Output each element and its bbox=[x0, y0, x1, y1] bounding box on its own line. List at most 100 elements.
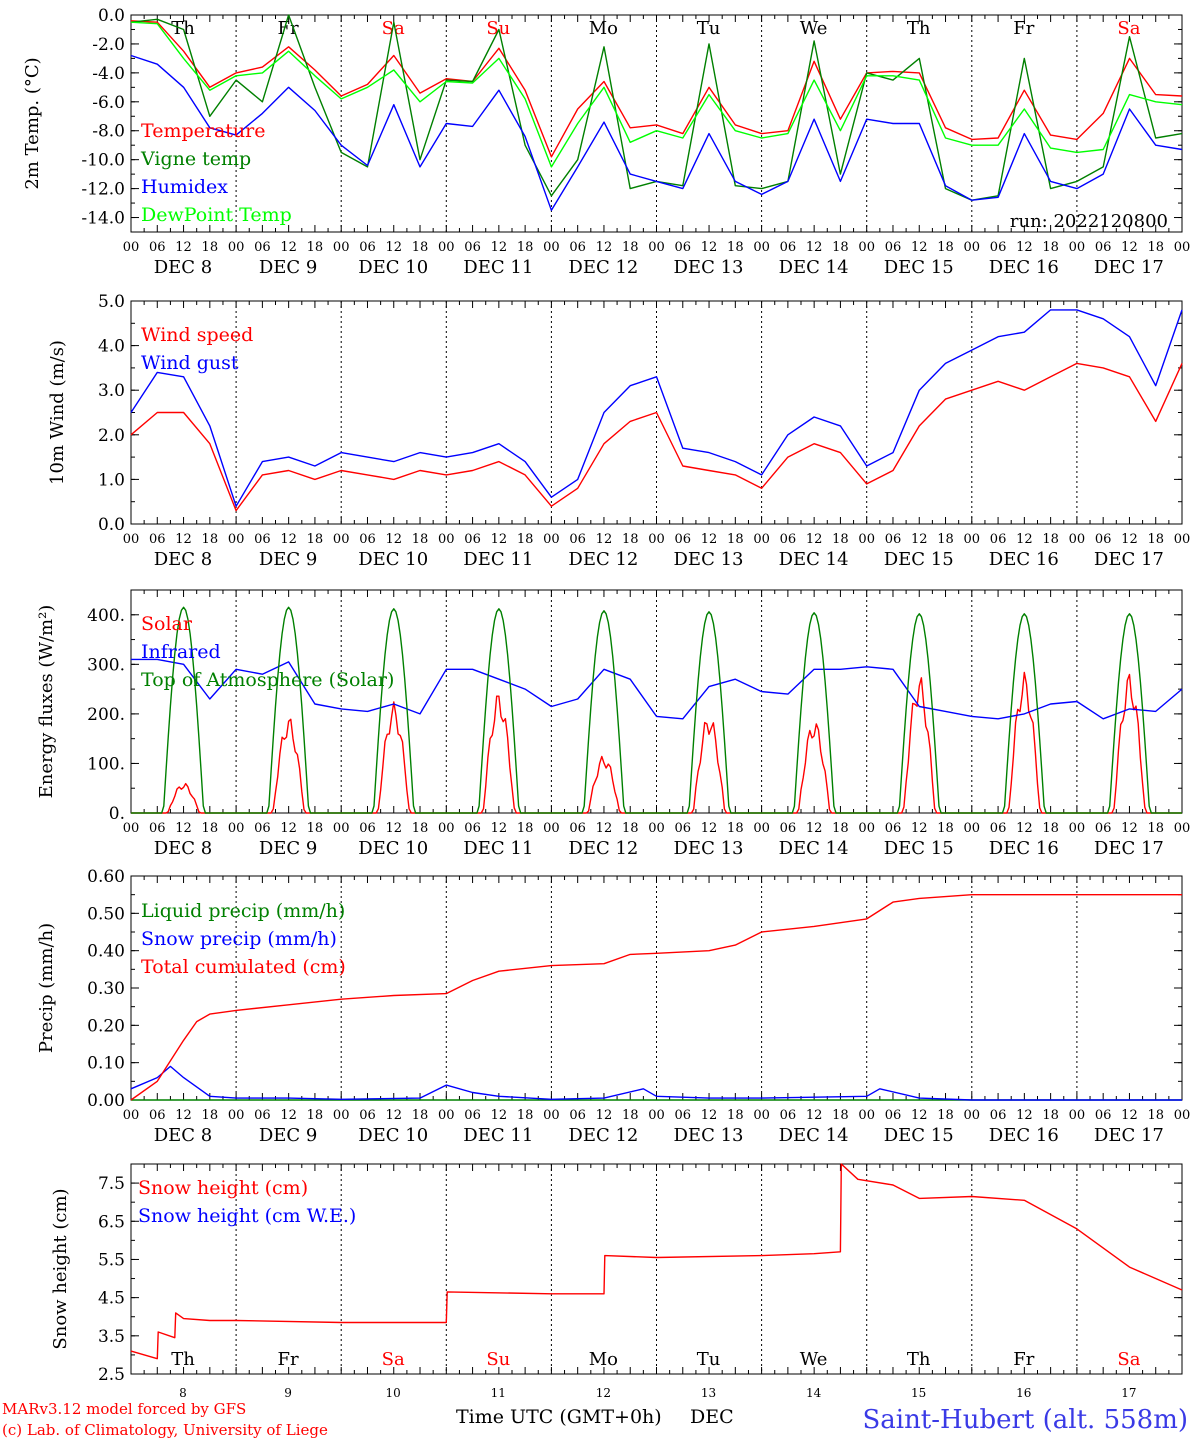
date-label: DEC 15 bbox=[884, 1125, 954, 1146]
hour-label: 06 bbox=[254, 1108, 271, 1123]
panel-5: 2.5 3.5 4.5 5.5 6.5 7.5 Snow height (cm) Th Fr Sa… bbox=[50, 1163, 1183, 1385]
date-label: DEC 14 bbox=[779, 838, 849, 859]
series-group bbox=[130, 14, 1183, 212]
date-label: DEC 14 bbox=[779, 257, 849, 278]
hour-label: 06 bbox=[990, 821, 1007, 836]
hour-label: 00 bbox=[543, 532, 560, 547]
date-label: DEC 16 bbox=[989, 257, 1059, 278]
hour-label: 00 bbox=[858, 532, 875, 547]
hour-label: 18 bbox=[937, 1108, 954, 1123]
y-tick-label: 2.0 bbox=[98, 426, 125, 446]
hour-label: 06 bbox=[149, 821, 166, 836]
series-line-4 bbox=[130, 21, 1183, 168]
hour-label: 06 bbox=[254, 532, 271, 547]
y-tick-label: 200. bbox=[87, 705, 125, 725]
hour-label: 18 bbox=[307, 532, 324, 547]
hour-label: 18 bbox=[517, 1108, 534, 1123]
hour-label: 00 bbox=[123, 532, 140, 547]
hour-label: 06 bbox=[990, 1108, 1007, 1123]
panel-2: 0.0 1.0 2.0 3.0 4.0 5.0 10m Wind (m/s) 00 06 12 18… bbox=[47, 292, 1190, 570]
weekday-label: Th bbox=[907, 18, 931, 39]
hour-label: 06 bbox=[464, 1108, 481, 1123]
series-line-1 bbox=[130, 1163, 1183, 1360]
hour-label: 00 bbox=[1174, 240, 1191, 255]
hour-label: 12 bbox=[596, 240, 613, 255]
hour-label: 06 bbox=[780, 1108, 797, 1123]
weekday-label: Sa bbox=[1117, 18, 1140, 39]
hour-label: 00 bbox=[228, 240, 245, 255]
hour-label: 18 bbox=[622, 532, 639, 547]
date-label: DEC 10 bbox=[358, 1125, 428, 1146]
hour-label: 06 bbox=[464, 532, 481, 547]
date-label: DEC 16 bbox=[989, 549, 1059, 570]
date-label: DEC 9 bbox=[259, 838, 318, 859]
hour-label: 00 bbox=[123, 1108, 140, 1123]
y-tick-label: -8.0 bbox=[92, 122, 125, 142]
date-label: DEC 9 bbox=[259, 257, 318, 278]
hour-label: 12 bbox=[806, 532, 823, 547]
hour-label: 00 bbox=[858, 240, 875, 255]
y-tick-label: 6.5 bbox=[98, 1212, 125, 1232]
y-tick-label: 2.5 bbox=[98, 1365, 125, 1385]
hour-label: 18 bbox=[727, 1108, 744, 1123]
date-label: DEC 10 bbox=[358, 257, 428, 278]
hour-label: 00 bbox=[1174, 821, 1191, 836]
date-label: DEC 14 bbox=[779, 549, 849, 570]
date-label: DEC 17 bbox=[1094, 549, 1164, 570]
y-tick-label: 0.0 bbox=[98, 515, 125, 535]
hour-label: 12 bbox=[280, 532, 297, 547]
hour-label: 00 bbox=[333, 821, 350, 836]
hour-label: 12 bbox=[1016, 532, 1033, 547]
hour-label: 00 bbox=[1174, 532, 1191, 547]
hour-label: 12 bbox=[806, 821, 823, 836]
hour-label: 12 bbox=[491, 1108, 508, 1123]
hour-label: 12 bbox=[1121, 1108, 1138, 1123]
weekday-label: Tu bbox=[697, 18, 721, 39]
weekday-label: We bbox=[800, 18, 828, 39]
credit-line-2: (c) Lab. of Climatology, University of L… bbox=[2, 1421, 328, 1439]
date-label: DEC 8 bbox=[154, 838, 213, 859]
hour-label: 12 bbox=[806, 240, 823, 255]
hour-label: 12 bbox=[1121, 532, 1138, 547]
legend-entry: Top of Atmosphere (Solar) bbox=[141, 669, 394, 691]
hour-label: 06 bbox=[359, 1108, 376, 1123]
y-tick-label: 0.00 bbox=[87, 1091, 125, 1111]
hour-label: 00 bbox=[228, 821, 245, 836]
hour-label: 00 bbox=[753, 1108, 770, 1123]
hour-label: 12 bbox=[175, 240, 192, 255]
weekday-label: Th bbox=[907, 1349, 931, 1370]
hour-label: 06 bbox=[990, 532, 1007, 547]
legend-entry: Vigne temp bbox=[140, 148, 251, 170]
day-number: 12 bbox=[596, 1386, 611, 1400]
hour-label: 00 bbox=[753, 821, 770, 836]
y-axis-label: Precip (mm/h) bbox=[36, 923, 57, 1053]
hour-label: 00 bbox=[438, 1108, 455, 1123]
hour-label: 12 bbox=[701, 240, 718, 255]
y-tick-label: -10.0 bbox=[81, 151, 125, 171]
hour-label: 18 bbox=[727, 532, 744, 547]
hour-label: 18 bbox=[1147, 1108, 1164, 1123]
hour-label: 06 bbox=[464, 821, 481, 836]
date-label: DEC 11 bbox=[463, 1125, 533, 1146]
legend-entry: Wind gust bbox=[141, 352, 239, 374]
date-label: DEC 13 bbox=[674, 1125, 744, 1146]
hour-label: 12 bbox=[491, 240, 508, 255]
hour-label: 12 bbox=[491, 532, 508, 547]
y-tick-label: 3.0 bbox=[98, 381, 125, 401]
y-tick-label: 0.40 bbox=[87, 942, 125, 962]
hour-label: 06 bbox=[359, 532, 376, 547]
hour-label: 12 bbox=[385, 240, 402, 255]
hour-label: 00 bbox=[964, 1108, 981, 1123]
series-group bbox=[130, 894, 1182, 1101]
month-label: DEC bbox=[690, 1406, 734, 1428]
hour-label: 12 bbox=[175, 821, 192, 836]
weekday-label: Fr bbox=[278, 1349, 299, 1370]
legend-entry: Snow precip (mm/h) bbox=[141, 928, 337, 950]
legend-entry: Wind speed bbox=[141, 324, 253, 346]
hour-label: 12 bbox=[701, 1108, 718, 1123]
weekday-label: Tu bbox=[697, 1349, 721, 1370]
hour-label: 06 bbox=[254, 821, 271, 836]
hour-label: 18 bbox=[202, 240, 219, 255]
hour-label: 18 bbox=[412, 240, 429, 255]
date-label: DEC 15 bbox=[884, 257, 954, 278]
